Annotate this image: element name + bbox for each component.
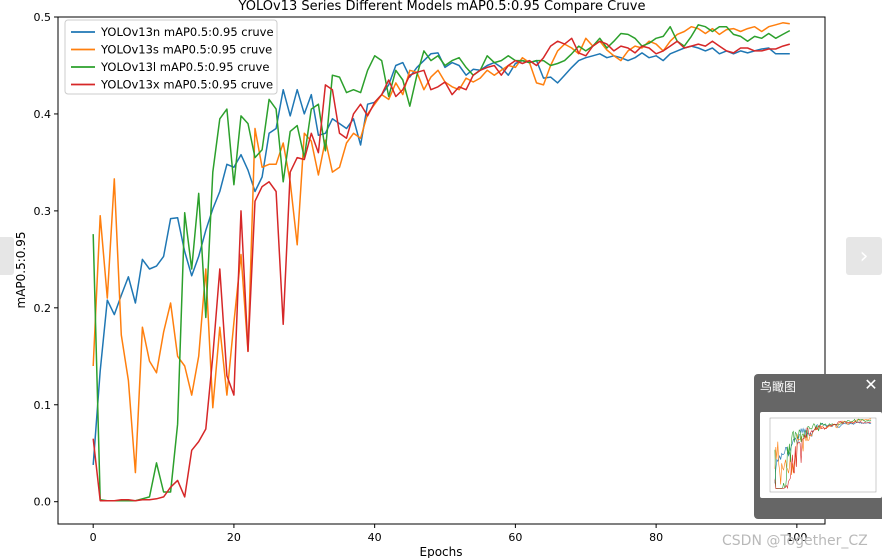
legend-label: YOLOv13n mAP0.5:0.95 cruve bbox=[100, 25, 274, 39]
minimap-series-4 bbox=[774, 420, 872, 490]
chevron-right-icon: › bbox=[859, 243, 869, 269]
minimap-series-2 bbox=[774, 418, 872, 485]
series-line-1 bbox=[92, 45, 790, 465]
y-tick-label: 0.1 bbox=[34, 399, 52, 412]
x-tick-label: 0 bbox=[90, 531, 97, 544]
series-line-2 bbox=[92, 22, 790, 474]
x-axis-label: Epochs bbox=[420, 545, 463, 558]
legend-label: YOLOv13x mAP0.5:0.95 cruve bbox=[100, 78, 273, 92]
y-tick-label: 0.5 bbox=[34, 11, 52, 24]
watermark: CSDN @Together_CZ bbox=[722, 533, 868, 549]
minimap-series-3 bbox=[774, 418, 872, 489]
x-tick-label: 20 bbox=[227, 531, 241, 544]
y-tick-label: 0.0 bbox=[34, 496, 52, 509]
prev-image-button[interactable] bbox=[0, 237, 14, 275]
minimap-panel: 鸟瞰图 ✕ bbox=[754, 374, 882, 519]
x-tick-label: 60 bbox=[508, 531, 522, 544]
series-line-3 bbox=[92, 24, 791, 502]
minimap-frame bbox=[769, 417, 877, 493]
y-tick-label: 0.3 bbox=[34, 205, 52, 218]
x-tick-label: 80 bbox=[649, 531, 663, 544]
minimap-title: 鸟瞰图 bbox=[760, 380, 797, 394]
legend: YOLOv13n mAP0.5:0.95 cruve YOLOv13s mAP0.… bbox=[64, 19, 278, 95]
x-tick-label: 40 bbox=[368, 531, 382, 544]
series-line-4 bbox=[92, 37, 791, 502]
plot-frame bbox=[57, 16, 826, 525]
y-axis-label: mAP0.5:0.95 bbox=[14, 232, 28, 309]
close-icon[interactable]: ✕ bbox=[864, 375, 878, 394]
minimap-series-1 bbox=[774, 421, 872, 484]
y-tick-label: 0.2 bbox=[34, 302, 52, 315]
legend-label: YOLOv13s mAP0.5:0.95 cruve bbox=[100, 43, 272, 57]
x-tick-label: 100 bbox=[786, 531, 807, 544]
chart-title: YOLOv13 Series Different Models mAP0.5:0… bbox=[238, 0, 646, 14]
y-tick-label: 0.4 bbox=[34, 108, 52, 121]
legend-label: YOLOv13l mAP0.5:0.95 cruve bbox=[100, 60, 269, 74]
minimap-thumbnail[interactable] bbox=[760, 412, 882, 498]
legend-frame bbox=[64, 19, 278, 95]
next-image-button[interactable]: › bbox=[846, 237, 882, 275]
